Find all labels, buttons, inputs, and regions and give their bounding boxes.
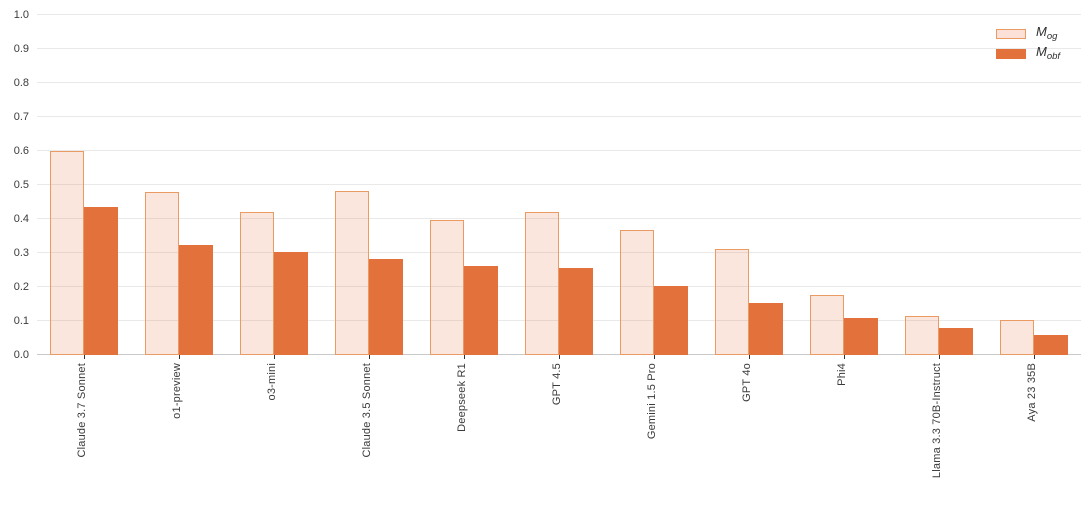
x-tick-label-gemini-1-5-pro: Gemini 1.5 Pro bbox=[645, 362, 658, 439]
bar-mobf-claude-3-7-sonnet bbox=[83, 206, 118, 355]
bar-mobf-o3-mini bbox=[273, 251, 308, 355]
bar-mog-gemini-1-5-pro bbox=[619, 229, 654, 355]
x-tick-label-gpt-4o: GPT 4o bbox=[740, 362, 753, 402]
y-tick-label-0.9: 0.9 bbox=[13, 42, 29, 55]
legend-swatch-mog bbox=[996, 29, 1026, 39]
bar-mog-o3-mini bbox=[239, 211, 274, 355]
y-tick-label-0.0: 0.0 bbox=[13, 348, 29, 361]
bar-mog-gpt-4-5 bbox=[524, 212, 559, 355]
x-tick-deepseek-r1 bbox=[463, 355, 465, 360]
legend-label-mog: Mog bbox=[1036, 24, 1058, 42]
y-tick-label-0.4: 0.4 bbox=[13, 212, 29, 225]
bar-mobf-o1-preview bbox=[178, 245, 213, 355]
x-tick-label-claude-3-5-sonnet: Claude 3.5 Sonnet bbox=[360, 362, 373, 458]
x-tick-o3-mini bbox=[273, 355, 275, 360]
bar-mobf-aya-23-35b bbox=[1033, 335, 1068, 355]
x-tick-label-phi4: Phi4 bbox=[835, 362, 848, 386]
x-tick-phi4 bbox=[843, 355, 845, 360]
x-tick-claude-3-7-sonnet bbox=[83, 355, 85, 360]
gridline bbox=[36, 48, 1081, 50]
x-tick-llama-3-3-70b-instruct bbox=[938, 355, 940, 360]
gridline bbox=[36, 252, 1081, 254]
x-tick-o1-preview bbox=[178, 355, 180, 360]
legend-label-mobf: Mobf bbox=[1036, 44, 1061, 62]
bar-mog-deepseek-r1 bbox=[429, 220, 464, 355]
legend: Mog Mobf bbox=[996, 24, 1086, 64]
gridline bbox=[36, 82, 1081, 84]
bar-mog-phi4 bbox=[809, 294, 844, 355]
bar-mobf-gpt-4o bbox=[748, 303, 783, 355]
bar-mobf-gpt-4-5 bbox=[558, 268, 593, 355]
gridline bbox=[36, 184, 1081, 186]
x-tick-gemini-1-5-pro bbox=[653, 355, 655, 360]
bar-mog-o1-preview bbox=[144, 192, 179, 355]
y-tick-label-0.6: 0.6 bbox=[13, 144, 29, 157]
x-tick-gpt-4-5 bbox=[558, 355, 560, 360]
x-axis-line bbox=[36, 354, 1081, 356]
bar-mog-llama-3-3-70b-instruct bbox=[904, 316, 939, 355]
x-tick-label-deepseek-r1: Deepseek R1 bbox=[455, 362, 468, 432]
gridline bbox=[36, 14, 1081, 16]
y-tick-label-0.8: 0.8 bbox=[13, 76, 29, 89]
x-tick-label-o3-mini: o3-mini bbox=[265, 362, 278, 401]
bar-mobf-gemini-1-5-pro bbox=[653, 285, 688, 355]
x-tick-gpt-4o bbox=[748, 355, 750, 360]
x-tick-label-aya-23-35b: Aya 23 35B bbox=[1025, 362, 1038, 422]
gridline bbox=[36, 218, 1081, 220]
bar-mobf-llama-3-3-70b-instruct bbox=[938, 327, 973, 355]
legend-item-mog: Mog bbox=[996, 24, 1086, 44]
y-tick-label-1.0: 1.0 bbox=[13, 8, 29, 21]
x-tick-label-claude-3-7-sonnet: Claude 3.7 Sonnet bbox=[75, 362, 88, 458]
bar-mobf-deepseek-r1 bbox=[463, 265, 498, 355]
y-tick-label-0.3: 0.3 bbox=[13, 246, 29, 259]
x-tick-label-o1-preview: o1-preview bbox=[170, 362, 183, 419]
y-tick-label-0.7: 0.7 bbox=[13, 110, 29, 123]
bar-mobf-phi4 bbox=[843, 317, 878, 355]
gridline bbox=[36, 150, 1081, 152]
bar-mog-gpt-4o bbox=[714, 248, 749, 355]
gridline bbox=[36, 116, 1081, 118]
x-tick-label-gpt-4-5: GPT 4.5 bbox=[550, 362, 563, 405]
x-tick-label-llama-3-3-70b-instruct: Llama 3.3 70B-Instruct bbox=[930, 362, 943, 478]
y-tick-label-0.1: 0.1 bbox=[13, 314, 29, 327]
x-tick-aya-23-35b bbox=[1033, 355, 1035, 360]
legend-item-mobf: Mobf bbox=[996, 44, 1086, 64]
bar-mog-claude-3-5-sonnet bbox=[334, 190, 369, 355]
y-tick-label-0.2: 0.2 bbox=[13, 280, 29, 293]
legend-swatch-mobf bbox=[996, 49, 1026, 59]
bar-mog-aya-23-35b bbox=[999, 319, 1034, 355]
x-tick-claude-3-5-sonnet bbox=[368, 355, 370, 360]
bar-mog-claude-3-7-sonnet bbox=[49, 150, 84, 355]
y-tick-label-0.5: 0.5 bbox=[13, 178, 29, 191]
bar-mobf-claude-3-5-sonnet bbox=[368, 259, 403, 355]
